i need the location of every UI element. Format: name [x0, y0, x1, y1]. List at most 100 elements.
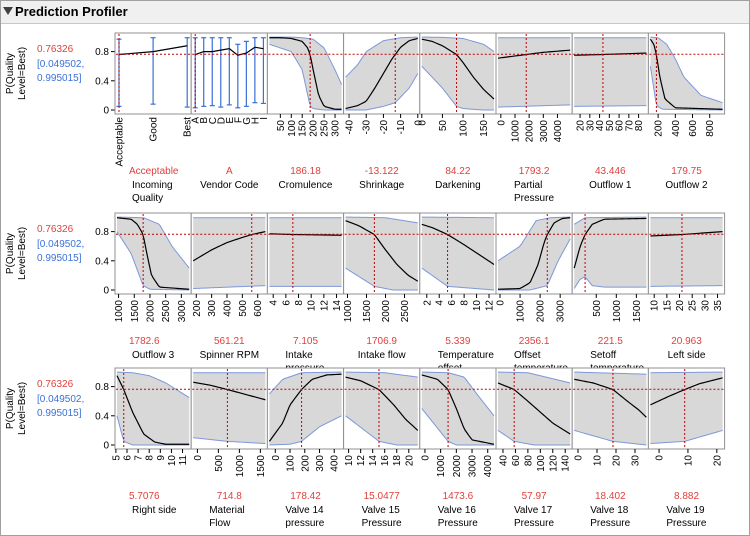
confidence-lower [345, 73, 419, 111]
factor-name: Right side [132, 505, 177, 516]
y-axis-label: Level=Best) [17, 227, 28, 280]
x-category-label: C [208, 117, 219, 124]
y-ci-high: 0.995015] [37, 73, 82, 84]
x-tick-label: 1500 [256, 455, 267, 478]
disclosure-triangle-icon[interactable] [3, 7, 13, 15]
x-tick-label: 10 [167, 455, 178, 467]
factor-current-value[interactable]: 8.882 [674, 491, 699, 502]
factor-current-value[interactable]: 2356.1 [519, 336, 550, 347]
factor-current-value[interactable]: 1706.9 [366, 336, 397, 347]
x-tick-label: 100 [536, 455, 547, 472]
x-tick-label: 1500 [362, 300, 373, 323]
x-tick-label: 500 [238, 300, 249, 317]
prediction-trace [497, 217, 571, 290]
prediction-trace [649, 38, 723, 110]
x-tick-label: 1500 [632, 300, 643, 323]
factor-current-level[interactable]: A [226, 166, 233, 177]
confidence-lower [116, 415, 190, 446]
factor-name: Spinner RPM [200, 350, 259, 361]
x-tick-label: 15 [662, 300, 673, 312]
x-tick-label: 14 [332, 300, 343, 312]
factor-current-value[interactable]: 1782.6 [129, 336, 160, 347]
confidence-lower [345, 267, 418, 291]
factor-current-value[interactable]: 5.7076 [129, 491, 160, 502]
x-tick-label: 200 [309, 120, 320, 137]
confidence-band [498, 217, 571, 290]
x-tick-label: 40 [595, 120, 606, 132]
confidence-upper [345, 36, 418, 78]
page-title: Prediction Profiler [15, 4, 128, 19]
factor-name: Flow [209, 518, 231, 529]
factor-current-value[interactable]: 561.21 [214, 336, 245, 347]
x-tick-label: 12 [485, 300, 496, 312]
confidence-band [269, 372, 342, 445]
prediction-trace [574, 378, 647, 418]
y-axis-label: P(Quality [5, 233, 16, 274]
x-category-label: Acceptable [115, 117, 126, 167]
confidence-band [269, 217, 342, 287]
x-tick-label: 80 [523, 455, 534, 467]
factor-name: Outflow 2 [665, 180, 708, 191]
prediction-trace [116, 217, 190, 290]
factor-current-value[interactable]: -13.122 [365, 166, 399, 177]
x-tick-label: 2000 [525, 120, 536, 143]
x-tick-label: 1500 [130, 300, 141, 323]
factor-name: Partial [514, 180, 542, 191]
x-tick-label: 20 [675, 300, 686, 312]
x-tick-label: 35 [713, 300, 724, 312]
x-tick-label: 2 [422, 300, 433, 306]
confidence-band [574, 372, 647, 445]
factor-current-value[interactable]: 714.8 [217, 491, 242, 502]
x-tick-label: 300 [207, 300, 218, 317]
x-tick-label: 30 [585, 120, 596, 132]
x-tick-label: 20 [576, 120, 587, 132]
confidence-upper [269, 371, 342, 395]
factor-current-value[interactable]: 5.339 [445, 336, 470, 347]
x-tick-label: 800 [705, 120, 716, 137]
factor-current-value[interactable]: 15.0477 [364, 491, 401, 502]
x-tick-label: 100 [286, 455, 297, 472]
factor-current-value[interactable]: 43.446 [595, 166, 626, 177]
factor-current-value[interactable]: 20.963 [671, 336, 702, 347]
x-category-label: Best [183, 117, 194, 137]
x-tick-label: 8 [145, 455, 156, 461]
x-tick-label: 600 [253, 300, 264, 317]
x-tick-label: 40 [498, 455, 509, 467]
confidence-lower [421, 65, 494, 111]
x-tick-label: 4 [269, 300, 280, 306]
factor-name: Darkening [435, 180, 481, 191]
factor-current-value[interactable]: 1793.2 [519, 166, 550, 177]
confidence-lower [269, 43, 342, 111]
confidence-upper [345, 371, 418, 378]
y-tick-label: 0.8 [95, 227, 109, 238]
x-tick-label: 400 [671, 120, 682, 137]
x-tick-label: 400 [330, 455, 341, 472]
confidence-lower [193, 437, 266, 445]
factor-name: Valve 14 [285, 505, 324, 516]
x-tick-label: 500 [592, 300, 603, 317]
x-tick-label: 10 [593, 455, 604, 467]
factor-current-level[interactable]: Acceptable [129, 166, 179, 177]
prediction-trace [421, 223, 495, 265]
confidence-upper [421, 216, 495, 219]
factor-current-value[interactable]: 7.105 [293, 336, 318, 347]
x-tick-label: 0 [417, 120, 428, 126]
x-category-label: F [233, 117, 244, 123]
x-tick-label: 1000 [510, 120, 521, 143]
factor-current-value[interactable]: 84.22 [445, 166, 470, 177]
y-axis-label: P(Quality [5, 388, 16, 429]
factor-current-value[interactable]: 18.402 [595, 491, 626, 502]
confidence-lower [497, 104, 571, 108]
confidence-band [345, 217, 418, 290]
factor-current-value[interactable]: 221.5 [598, 336, 623, 347]
x-tick-label: 200 [654, 120, 665, 137]
factor-current-value[interactable]: 179.75 [671, 166, 702, 177]
factor-current-value[interactable]: 186.18 [290, 166, 321, 177]
x-tick-label: 9 [156, 455, 167, 461]
factor-current-value[interactable]: 178.42 [290, 491, 321, 502]
factor-current-value[interactable]: 57.97 [522, 491, 547, 502]
factor-current-value[interactable]: 1473.6 [443, 491, 474, 502]
y-tick-label: 0.4 [95, 256, 109, 267]
y-axis-label: P(Quality [5, 53, 16, 94]
x-tick-label: 3000 [556, 300, 567, 323]
